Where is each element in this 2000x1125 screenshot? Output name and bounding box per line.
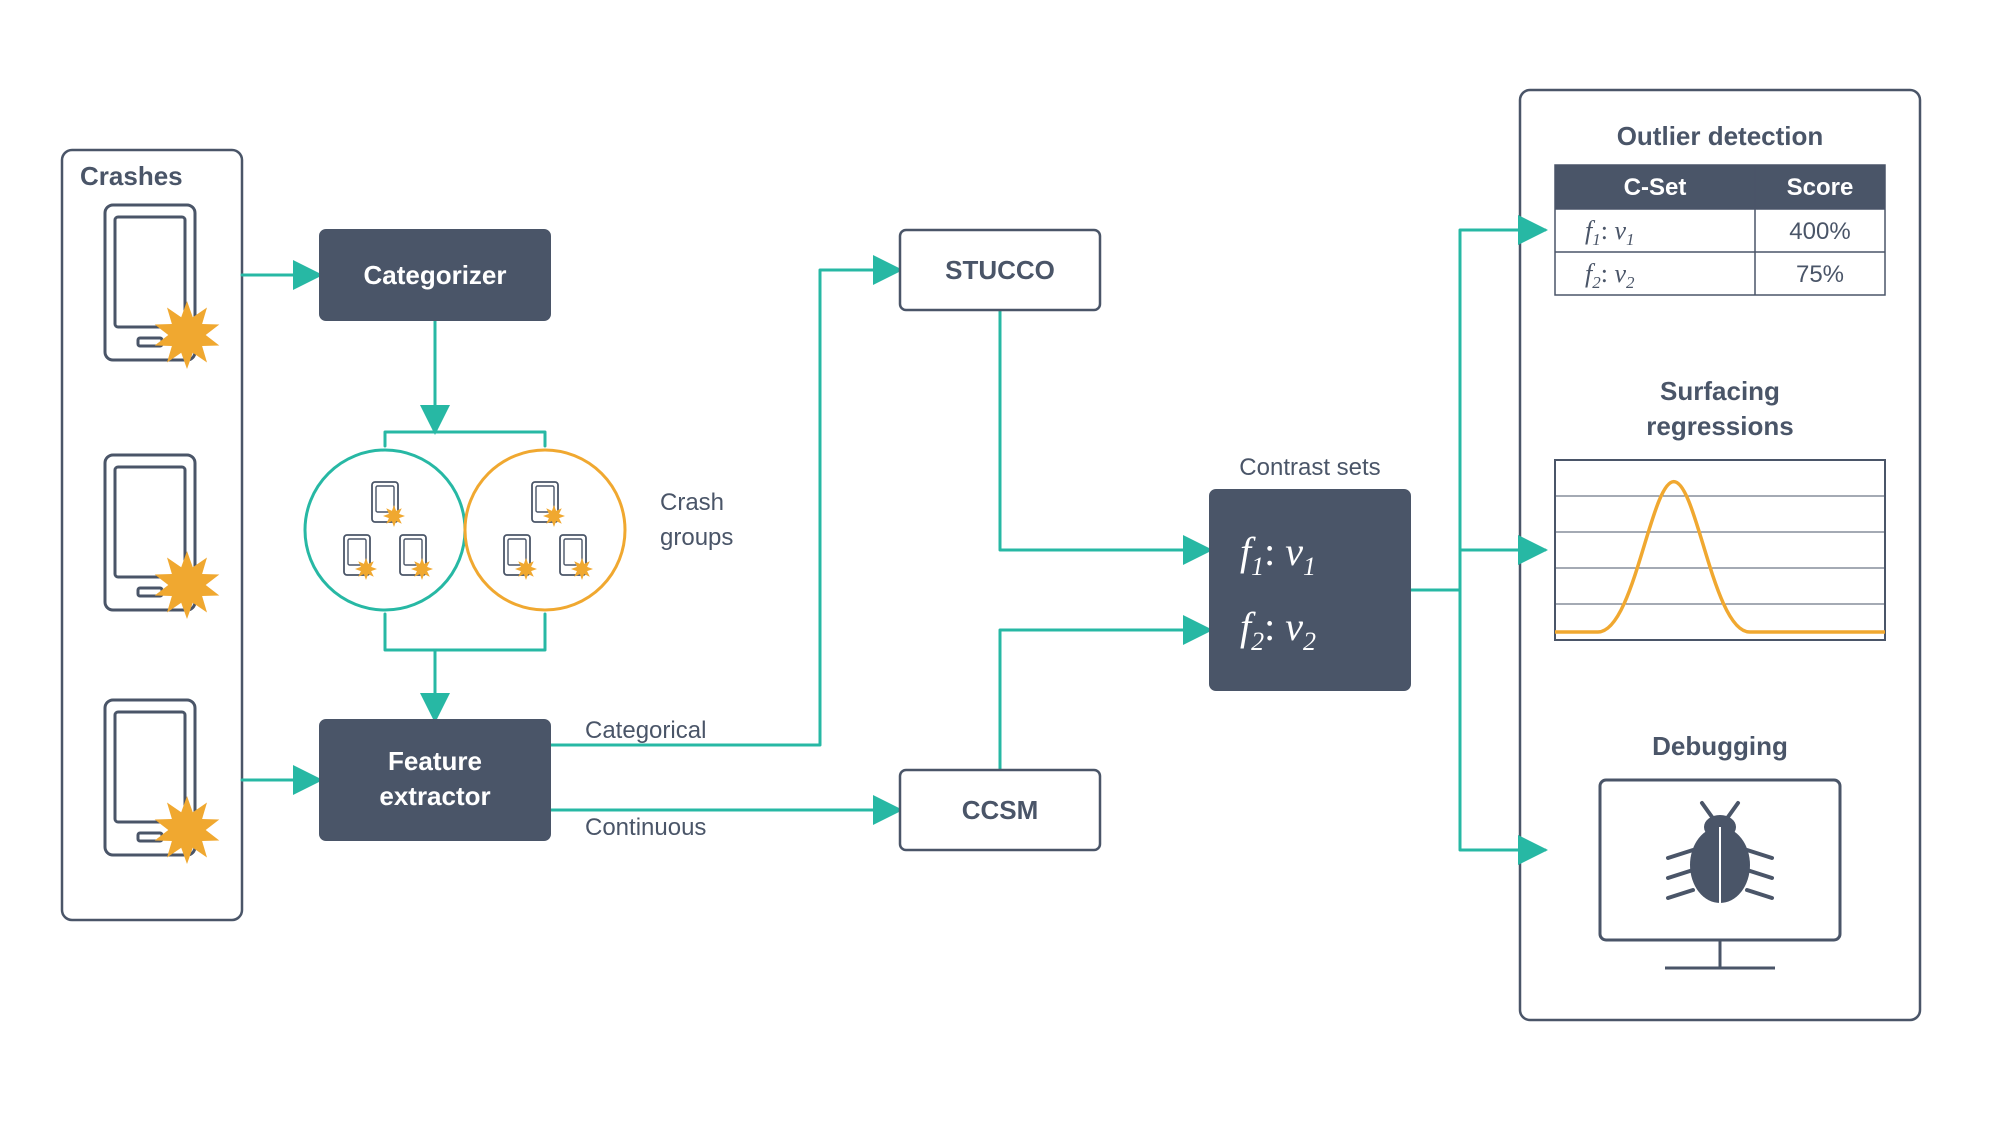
feature-extractor-box xyxy=(320,720,550,840)
crash-groups-label-1: Crash xyxy=(660,489,724,516)
outlier-th-cset: C-Set xyxy=(1624,174,1687,201)
e-cg-merge-l xyxy=(385,614,435,650)
ccsm-label: CCSM xyxy=(962,795,1039,825)
e-cat-split-l xyxy=(385,432,435,446)
e-ccsm-cs xyxy=(1000,630,1210,770)
stucco-label: STUCCO xyxy=(945,255,1055,285)
feature-extractor-label-1: Feature xyxy=(388,746,482,776)
crash-groups-label-2: groups xyxy=(660,524,733,551)
regressions-chart xyxy=(1555,460,1885,640)
contrast-sets-box xyxy=(1210,490,1410,690)
categorizer-label: Categorizer xyxy=(363,260,506,290)
outlier-th-score: Score xyxy=(1787,174,1854,201)
outlier-row-1-score: 400% xyxy=(1789,218,1850,245)
regressions-title-1: Surfacing xyxy=(1660,376,1780,406)
regressions-title-2: regressions xyxy=(1646,411,1793,441)
diagram-canvas: Crashes Categorizer Feature extractor STUCCO… xyxy=(0,0,2000,1125)
e-cat-split-r xyxy=(435,432,545,446)
crash-group-circle-1 xyxy=(305,450,465,610)
outlier-detection-title: Outlier detection xyxy=(1617,121,1824,151)
feature-extractor-label-2: extractor xyxy=(379,781,490,811)
crashes-title: Crashes xyxy=(80,161,183,191)
debugging-title: Debugging xyxy=(1652,731,1788,761)
edge-label-continuous: Continuous xyxy=(585,814,706,841)
outlier-row-2-score: 75% xyxy=(1796,261,1844,288)
e-cg-merge-r xyxy=(435,614,545,650)
crash-group-circle-2 xyxy=(465,450,625,610)
edge-label-categorical: Categorical xyxy=(585,717,706,744)
e-stucco-cs xyxy=(1000,310,1210,550)
contrast-sets-title: Contrast sets xyxy=(1239,454,1380,481)
